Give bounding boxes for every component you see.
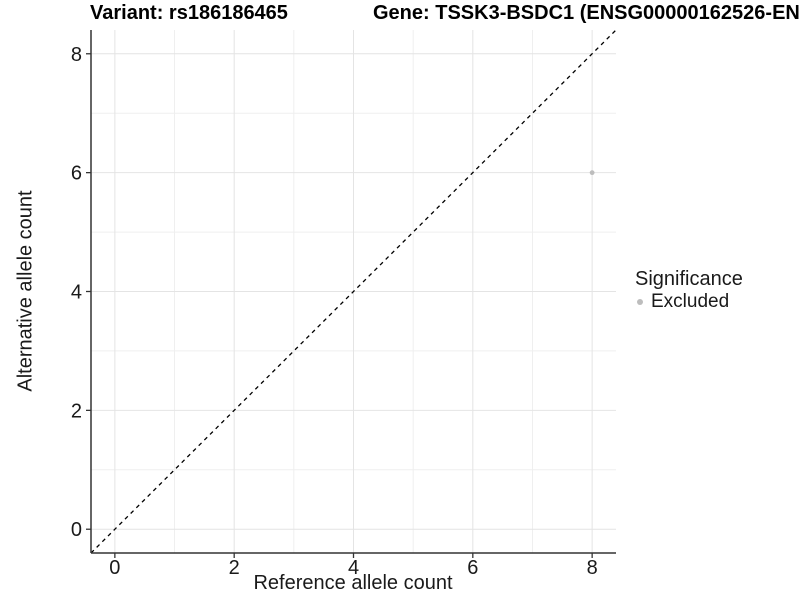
legend-item-excluded: Excluded [631,290,743,314]
excluded-point-icon [637,299,643,305]
axis-tick-labels: 0 2 4 6 8 0 2 4 6 8 [71,44,598,579]
y-tick-label: 2 [71,400,82,422]
x-tick-label: 8 [587,557,598,579]
x-tick-label: 0 [109,557,120,579]
x-tick-label: 6 [467,557,478,579]
data-points [589,170,595,176]
y-tick-label: 4 [71,282,82,304]
y-axis-title: Alternative allele count [14,190,37,392]
identity-dashed-line [90,29,617,554]
axis-tick-marks [86,53,593,558]
y-tick-label: 6 [71,163,82,185]
x-tick-label: 2 [229,557,240,579]
variant-title: Variant: rs186186465 [90,2,288,24]
y-tick-label: 8 [71,44,82,66]
x-tick-label: 4 [348,557,359,579]
legend: Significance Excluded [631,268,743,314]
identity-line [90,29,617,554]
x-axis-title: Reference allele count [253,572,453,594]
y-tick-label: 0 [71,519,82,541]
data-point-excluded [589,170,595,176]
gene-title: Gene: TSSK3-BSDC1 (ENSG00000162526-EN [373,2,800,24]
legend-title: Significance [635,268,743,290]
legend-item-label: Excluded [651,291,730,312]
